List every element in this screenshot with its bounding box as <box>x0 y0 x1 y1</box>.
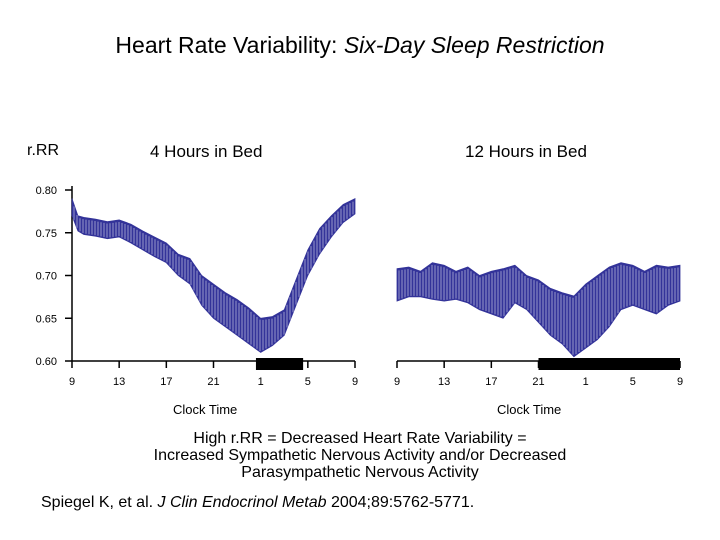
night-bar-left <box>255 358 304 370</box>
panel-label-4h: 4 Hours in Bed <box>150 142 263 161</box>
x-tick-label-left-5: 5 <box>305 376 311 388</box>
panel-label-12h: 12 Hours in Bed <box>465 142 587 161</box>
caption-line-1: High r.RR = Decreased Heart Rate Variabi… <box>193 430 527 447</box>
x-tick-label-left-1: 13 <box>113 376 125 388</box>
x-tick-label-left-4: 1 <box>258 376 264 388</box>
x-tick-label-left-3: 21 <box>207 376 219 388</box>
citation-journal: J Clin Endocrinol Metab <box>157 494 327 511</box>
x-tick-label-left-6: 9 <box>352 376 358 388</box>
x-tick-label-right-3: 21 <box>532 376 544 388</box>
citation-details: 2004;89:5762-5771. <box>330 494 475 511</box>
y-tick-label-0: 0.80 <box>36 185 57 197</box>
y-tick-label-1: 0.75 <box>36 228 57 240</box>
y-tick-label-4: 0.60 <box>36 356 57 368</box>
y-axis-label: r.RR <box>27 142 59 159</box>
caption-line-3: Parasympathetic Nervous Activity <box>241 464 479 481</box>
x-axis-label-left: Clock Time <box>173 402 238 417</box>
x-tick-label-right-1: 13 <box>438 376 450 388</box>
hrv-band-hatching-right <box>398 264 679 355</box>
chart-title-italic: Six-Day Sleep Restriction <box>343 32 605 58</box>
x-axis-label-right: Clock Time <box>497 402 562 417</box>
chart-title: Heart Rate Variability: Six-Day Sleep Re… <box>0 32 720 59</box>
x-tick-label-right-4: 1 <box>583 376 589 388</box>
caption-line-2: Increased Sympathetic Nervous Activity a… <box>153 447 567 464</box>
hrv-band-left <box>71 197 356 353</box>
y-tick-label-2: 0.70 <box>36 271 57 283</box>
x-tick-label-left-0: 9 <box>69 376 75 388</box>
caption: High r.RR = Decreased Heart Rate Variabi… <box>0 430 720 481</box>
citation: Spiegel K, et al. J Clin Endocrinol Meta… <box>41 494 474 512</box>
x-tick-label-left-2: 17 <box>160 376 172 388</box>
chart-title-main: Heart Rate Variability: <box>115 32 338 58</box>
night-bar-right <box>538 358 680 370</box>
citation-authors: Spiegel K, et al. <box>41 494 154 511</box>
hrv-band-hatching-left <box>73 201 354 351</box>
hrv-band-right <box>396 262 681 358</box>
x-tick-label-right-5: 5 <box>630 376 636 388</box>
x-tick-label-right-2: 17 <box>485 376 497 388</box>
x-tick-label-right-6: 9 <box>677 376 683 388</box>
x-tick-label-right-0: 9 <box>394 376 400 388</box>
hrv-chart: 0.800.750.700.650.609 13 17 21 1 5 9 9 13 17 21 1 5 9 <box>36 185 683 388</box>
y-tick-label-3: 0.65 <box>36 313 57 325</box>
